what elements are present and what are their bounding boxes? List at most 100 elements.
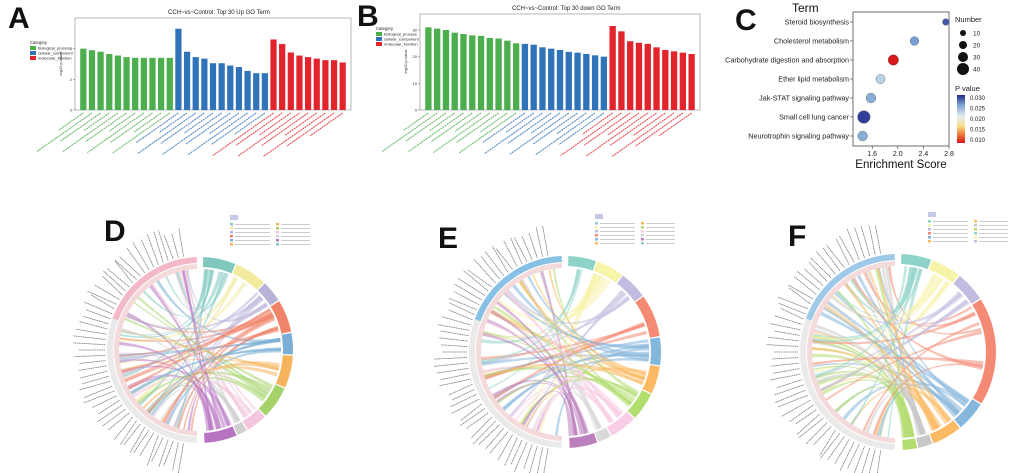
gene-label	[451, 398, 480, 414]
gene-label	[774, 330, 800, 336]
bar-molecular_function	[653, 47, 660, 110]
gene-label	[78, 321, 108, 330]
bar-molecular_function	[618, 31, 625, 110]
legend-title: Category	[376, 26, 394, 31]
term-sector	[930, 420, 960, 444]
bar-molecular_function	[635, 42, 643, 110]
go-term-label-molecular_function	[635, 112, 684, 147]
gene-label	[810, 257, 832, 278]
bar-cellular_component	[574, 52, 581, 110]
go-term-label-cellular_component	[184, 112, 214, 134]
go-term-label-cellular_component	[534, 112, 596, 156]
chord-ribbon	[504, 279, 611, 321]
gene-label	[537, 447, 544, 473]
bar-biological_process	[158, 57, 165, 110]
gene-ring-highlight	[474, 256, 562, 322]
legend-swatch	[641, 230, 644, 233]
chord-ribbon	[181, 270, 213, 431]
legend-swatch-biological_process	[30, 46, 36, 50]
gene-label	[470, 416, 493, 439]
term-sector	[257, 283, 279, 306]
term-label: Small cell lung cancer	[779, 113, 850, 122]
gene-label	[177, 443, 184, 473]
bar-biological_process	[88, 50, 96, 110]
legend-swatch	[928, 220, 931, 223]
bar-cellular_component	[565, 51, 572, 110]
term-sector	[233, 421, 247, 436]
go-term-label-cellular_component	[209, 112, 240, 135]
go-term-label-biological_process	[108, 112, 136, 132]
gene-label	[79, 360, 106, 364]
legend-swatch	[230, 235, 233, 238]
chord-ribbon	[175, 269, 214, 311]
gene-label	[457, 278, 486, 296]
gene-label	[460, 403, 483, 421]
legend-swatch	[276, 231, 279, 234]
term-sector	[232, 264, 264, 290]
gene-label	[819, 429, 836, 456]
bar-cellular_component	[530, 44, 537, 110]
gene-label	[796, 270, 820, 291]
gene-label	[780, 307, 804, 320]
legend-swatch	[974, 236, 977, 239]
chord-ribbon	[504, 291, 649, 349]
go-term-label-cellular_component	[187, 112, 248, 156]
bar-molecular_function	[339, 62, 346, 110]
gene-label	[123, 423, 141, 446]
gene-label	[172, 442, 179, 470]
go-term-label-biological_process	[61, 112, 119, 153]
color-legend-label: 0.020	[970, 117, 986, 123]
legend-logo	[595, 214, 603, 219]
go-term-label-molecular_function	[262, 112, 326, 158]
gene-label	[805, 422, 828, 445]
term-label: Neurotrophin signaling pathway	[748, 132, 849, 141]
chord-ribbon	[813, 277, 944, 341]
gene-label	[778, 302, 806, 315]
go-term-label-molecular_function	[611, 112, 675, 158]
go-term-label-biological_process	[458, 112, 517, 154]
go-term-label-biological_process	[58, 112, 84, 131]
go-term-label-cellular_component	[234, 112, 266, 135]
go-term-label-molecular_function	[585, 112, 649, 157]
gene-label	[796, 413, 820, 435]
chart-a-title: CCH~vs~Control: Top 30 Up GO Term	[168, 10, 270, 16]
term-sector	[258, 384, 285, 416]
color-legend-label: 0.015	[970, 128, 986, 134]
legend-logo	[928, 212, 936, 217]
gene-label	[825, 244, 845, 268]
bar-cellular_component	[583, 54, 590, 110]
chord-ribbon	[504, 291, 620, 419]
bar-biological_process	[80, 48, 87, 110]
gene-label	[529, 445, 538, 473]
size-legend-label: 30	[973, 55, 981, 62]
y-axis-label: -log10 p-value	[403, 49, 408, 75]
term-label: Carbohydrate digestion and absorption	[725, 56, 849, 65]
bar-cellular_component	[175, 28, 182, 110]
gene-label	[129, 427, 146, 453]
gene-label	[769, 373, 801, 381]
chord-ribbon	[121, 358, 280, 371]
panel-letter-c: C	[735, 4, 757, 37]
gene-label	[839, 235, 855, 263]
term-label: Ether lipid metabolism	[778, 75, 849, 84]
y-tick-label: 30	[413, 28, 418, 33]
panel-letter-f: F	[788, 220, 807, 253]
chord-ribbon	[142, 366, 278, 409]
size-legend-label: 20	[973, 43, 981, 50]
bar-molecular_function	[662, 50, 669, 110]
color-legend-title: P value	[955, 84, 980, 93]
gene-label	[489, 431, 509, 454]
bar-molecular_function	[270, 39, 277, 110]
chord-ribbon	[812, 311, 976, 345]
gene-label	[877, 450, 882, 473]
chord-ribbon	[834, 292, 970, 404]
y-tick-label: 0	[70, 108, 73, 113]
gene-label	[81, 375, 109, 385]
bar-biological_process	[114, 55, 122, 110]
go-term-label-cellular_component	[135, 112, 179, 144]
bar-biological_process	[469, 35, 476, 111]
legend-title: Category	[30, 40, 48, 45]
bar-biological_process	[486, 38, 493, 110]
bar-biological_process	[123, 57, 130, 110]
bar-biological_process	[132, 57, 139, 110]
